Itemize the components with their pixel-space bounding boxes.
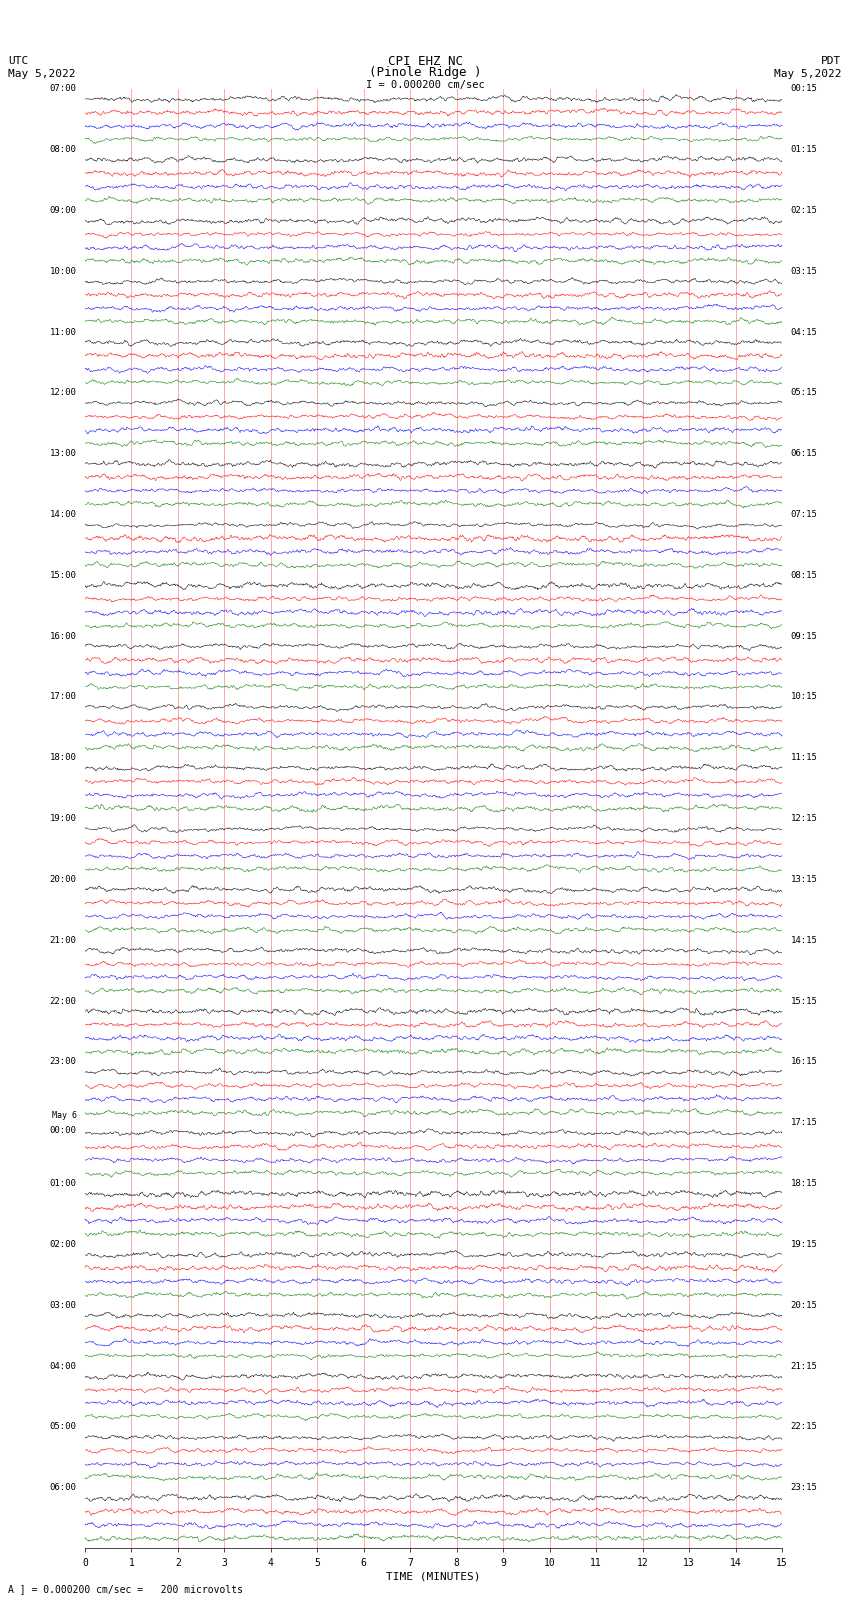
Text: 02:15: 02:15 [790,206,817,215]
Text: 08:00: 08:00 [50,145,76,153]
Text: 07:15: 07:15 [790,510,817,519]
Text: (Pinole Ridge ): (Pinole Ridge ) [369,66,481,79]
Text: 14:15: 14:15 [790,936,817,945]
Text: 14:00: 14:00 [50,510,76,519]
Text: 05:00: 05:00 [50,1423,76,1431]
Text: 12:00: 12:00 [50,389,76,397]
Text: 01:15: 01:15 [790,145,817,153]
Text: 23:15: 23:15 [790,1484,817,1492]
Text: 17:00: 17:00 [50,692,76,702]
Text: 03:00: 03:00 [50,1300,76,1310]
Text: 18:15: 18:15 [790,1179,817,1189]
Text: 12:15: 12:15 [790,815,817,823]
Text: 22:15: 22:15 [790,1423,817,1431]
Text: 16:00: 16:00 [50,632,76,640]
Text: 00:15: 00:15 [790,84,817,94]
Text: 01:00: 01:00 [50,1179,76,1189]
Text: 13:15: 13:15 [790,874,817,884]
Text: 19:15: 19:15 [790,1240,817,1248]
Text: 20:15: 20:15 [790,1300,817,1310]
Text: 07:00: 07:00 [50,84,76,94]
Text: 17:15: 17:15 [790,1118,817,1127]
Text: 20:00: 20:00 [50,874,76,884]
Text: 15:15: 15:15 [790,997,817,1005]
Text: 06:00: 06:00 [50,1484,76,1492]
Text: 10:00: 10:00 [50,266,76,276]
Text: 22:00: 22:00 [50,997,76,1005]
Text: May 6: May 6 [52,1111,76,1119]
Text: 06:15: 06:15 [790,448,817,458]
Text: 18:00: 18:00 [50,753,76,763]
Text: 13:00: 13:00 [50,448,76,458]
Text: 23:00: 23:00 [50,1058,76,1066]
Text: 09:00: 09:00 [50,206,76,215]
Text: May 5,2022: May 5,2022 [774,69,842,79]
Text: 02:00: 02:00 [50,1240,76,1248]
Text: 21:15: 21:15 [790,1361,817,1371]
Text: 21:00: 21:00 [50,936,76,945]
Text: May 5,2022: May 5,2022 [8,69,76,79]
Text: A ] = 0.000200 cm/sec =   200 microvolts: A ] = 0.000200 cm/sec = 200 microvolts [8,1584,243,1594]
Text: 08:15: 08:15 [790,571,817,579]
Text: 05:15: 05:15 [790,389,817,397]
Text: 03:15: 03:15 [790,266,817,276]
Text: 16:15: 16:15 [790,1058,817,1066]
Text: 00:00: 00:00 [50,1126,76,1136]
Text: 10:15: 10:15 [790,692,817,702]
Text: 04:00: 04:00 [50,1361,76,1371]
Text: 19:00: 19:00 [50,815,76,823]
Text: 11:15: 11:15 [790,753,817,763]
Text: 09:15: 09:15 [790,632,817,640]
Text: PDT: PDT [821,56,842,66]
Text: UTC: UTC [8,56,29,66]
Text: 11:00: 11:00 [50,327,76,337]
Text: 04:15: 04:15 [790,327,817,337]
X-axis label: TIME (MINUTES): TIME (MINUTES) [386,1571,481,1582]
Text: 15:00: 15:00 [50,571,76,579]
Text: I = 0.000200 cm/sec: I = 0.000200 cm/sec [366,81,484,90]
Text: CPI EHZ NC: CPI EHZ NC [388,55,462,68]
